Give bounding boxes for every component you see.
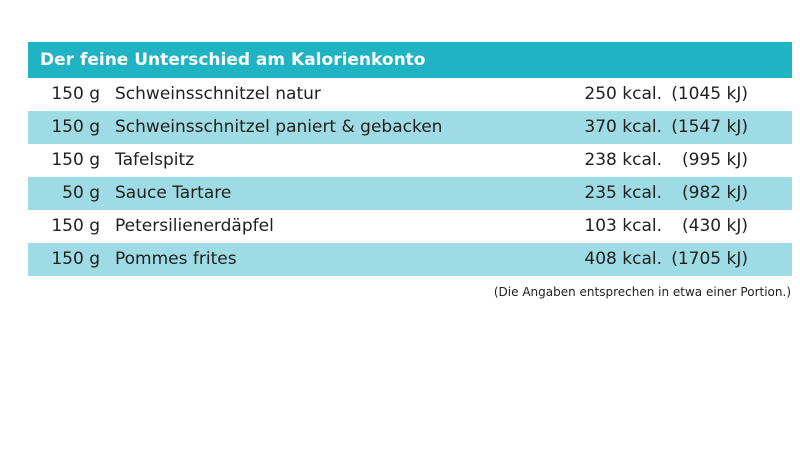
row-amount: 50 g: [62, 183, 100, 203]
row-amount: 150 g: [51, 84, 100, 104]
table-row: 150 g Petersilienerdäpfel 103 kcal. (430…: [28, 210, 792, 243]
row-amount: 150 g: [51, 249, 100, 269]
row-kcal: 235 kcal.: [584, 183, 662, 203]
table-row: 150 g Schweinsschnitzel natur 250 kcal. …: [28, 78, 792, 111]
table-row: 150 g Tafelspitz 238 kcal. (995 kJ): [28, 144, 792, 177]
row-food: Tafelspitz: [115, 150, 195, 170]
row-food: Sauce Tartare: [115, 183, 232, 203]
row-kcal: 238 kcal.: [584, 150, 662, 170]
row-amount: 150 g: [51, 117, 100, 137]
table-title: Der feine Unterschied am Kalorienkonto: [28, 42, 792, 78]
row-kj: (995 kJ): [682, 150, 748, 170]
portion-footnote: (Die Angaben entsprechen in etwa einer P…: [493, 285, 791, 299]
row-kj: (430 kJ): [682, 216, 748, 236]
row-food: Pommes frites: [115, 249, 237, 269]
row-kcal: 103 kcal.: [584, 216, 662, 236]
row-amount: 150 g: [51, 150, 100, 170]
row-kj: (1705 kJ): [671, 249, 748, 269]
row-kcal: 408 kcal.: [584, 249, 662, 269]
row-kcal: 370 kcal.: [584, 117, 662, 137]
table-row: 150 g Schweinsschnitzel paniert & geback…: [28, 111, 792, 144]
row-kj: (982 kJ): [682, 183, 748, 203]
row-kj: (1547 kJ): [671, 117, 748, 137]
row-food: Schweinsschnitzel paniert & gebacken: [115, 117, 443, 137]
table-row: 150 g Pommes frites 408 kcal. (1705 kJ): [28, 243, 792, 276]
row-kj: (1045 kJ): [671, 84, 748, 104]
row-food: Schweinsschnitzel natur: [115, 84, 321, 104]
row-food: Petersilienerdäpfel: [115, 216, 274, 236]
row-kcal: 250 kcal.: [584, 84, 662, 104]
row-amount: 150 g: [51, 216, 100, 236]
calorie-table: Der feine Unterschied am Kalorienkonto 1…: [28, 42, 792, 276]
table-row: 50 g Sauce Tartare 235 kcal. (982 kJ): [28, 177, 792, 210]
